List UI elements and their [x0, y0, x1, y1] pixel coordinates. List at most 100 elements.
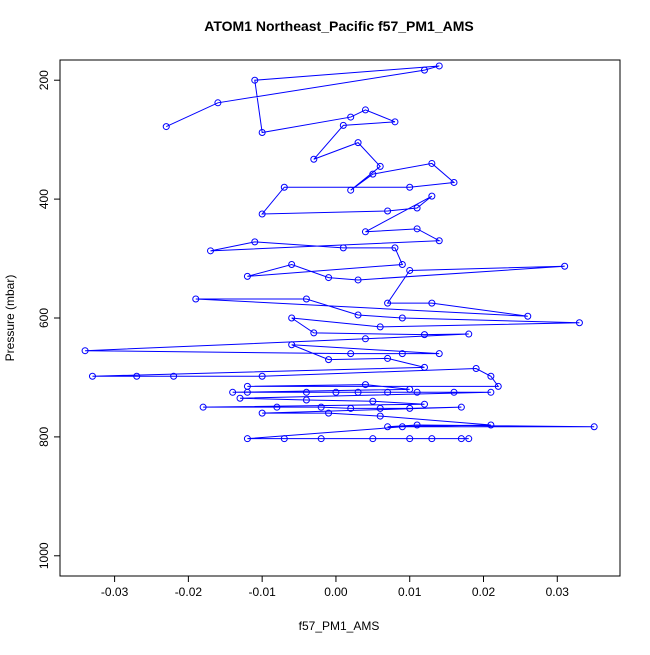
x-tick-label: -0.01: [248, 585, 276, 599]
data-point: [317, 403, 325, 411]
data-point: [406, 183, 414, 191]
data-point: [361, 335, 369, 343]
data-point: [376, 162, 384, 170]
data-point: [199, 403, 207, 411]
data-point: [288, 341, 296, 349]
data-point: [325, 356, 333, 364]
data-point: [354, 276, 362, 284]
data-point: [332, 388, 340, 396]
x-tick-label: 0.01: [398, 585, 422, 599]
y-axis-label: Pressure (mbar): [3, 275, 17, 362]
y-tick-label: 800: [37, 427, 51, 447]
data-point: [361, 228, 369, 236]
data-point: [435, 350, 443, 358]
data-point: [302, 396, 310, 404]
data-point: [310, 155, 318, 163]
data-point: [214, 99, 222, 107]
data-point: [243, 388, 251, 396]
data-point: [391, 118, 399, 126]
data-point: [236, 394, 244, 402]
data-point: [369, 170, 377, 178]
data-point: [435, 237, 443, 245]
data-point: [347, 404, 355, 412]
data-point: [428, 299, 436, 307]
data-point: [428, 435, 436, 443]
data-point: [354, 388, 362, 396]
data-point: [376, 412, 384, 420]
plot-area: [81, 62, 598, 443]
data-point: [325, 274, 333, 282]
data-point: [162, 123, 170, 131]
data-point: [398, 423, 406, 431]
data-point: [384, 423, 392, 431]
x-axis-label: f57_PM1_AMS: [299, 619, 380, 633]
data-point: [384, 207, 392, 215]
data-point: [258, 409, 266, 417]
data-point: [288, 260, 296, 268]
data-point: [243, 435, 251, 443]
data-point: [420, 331, 428, 339]
data-point: [258, 129, 266, 137]
data-point: [258, 210, 266, 218]
data-point: [192, 295, 200, 303]
data-point: [376, 323, 384, 331]
x-tick-label: 0.03: [546, 585, 570, 599]
data-point: [575, 319, 583, 327]
data-point: [302, 388, 310, 396]
data-point: [302, 295, 310, 303]
data-point: [369, 397, 377, 405]
data-point: [347, 350, 355, 358]
data-point: [273, 403, 281, 411]
data-point: [450, 178, 458, 186]
data-point: [361, 381, 369, 389]
data-point: [317, 435, 325, 443]
data-point: [258, 372, 266, 380]
data-point: [420, 66, 428, 74]
data-point: [435, 62, 443, 70]
data-point: [133, 372, 141, 380]
data-point: [339, 244, 347, 252]
data-point: [457, 435, 465, 443]
y-tick-label: 400: [37, 189, 51, 209]
data-point: [384, 299, 392, 307]
data-point: [398, 260, 406, 268]
y-tick-label: 200: [37, 70, 51, 90]
data-point: [398, 350, 406, 358]
data-point: [280, 435, 288, 443]
y-tick-label: 1000: [37, 542, 51, 569]
data-point: [413, 388, 421, 396]
data-point: [457, 403, 465, 411]
data-point: [413, 225, 421, 233]
data-point: [487, 421, 495, 429]
y-tick-label: 600: [37, 308, 51, 328]
data-point: [251, 238, 259, 246]
data-point: [310, 329, 318, 337]
x-tick-label: 0.00: [324, 585, 348, 599]
data-point: [406, 404, 414, 412]
x-tick-label: -0.02: [175, 585, 203, 599]
data-point: [487, 372, 495, 380]
data-point: [406, 266, 414, 274]
data-point: [398, 314, 406, 322]
data-point: [420, 400, 428, 408]
data-point: [524, 312, 532, 320]
data-point: [170, 372, 178, 380]
data-point: [88, 372, 96, 380]
data-point: [428, 192, 436, 200]
data-point: [325, 409, 333, 417]
data-point: [243, 272, 251, 280]
data-point: [465, 330, 473, 338]
data-point: [406, 435, 414, 443]
data-point: [207, 247, 215, 255]
data-point: [229, 388, 237, 396]
data-point: [369, 435, 377, 443]
plot-frame: [59, 59, 621, 577]
chart-title: ATOM1 Northeast_Pacific f57_PM1_AMS: [204, 18, 473, 34]
data-line: [85, 65, 595, 440]
data-point: [384, 388, 392, 396]
data-point: [251, 76, 259, 84]
data-point: [280, 183, 288, 191]
data-point: [465, 435, 473, 443]
data-point: [376, 404, 384, 412]
